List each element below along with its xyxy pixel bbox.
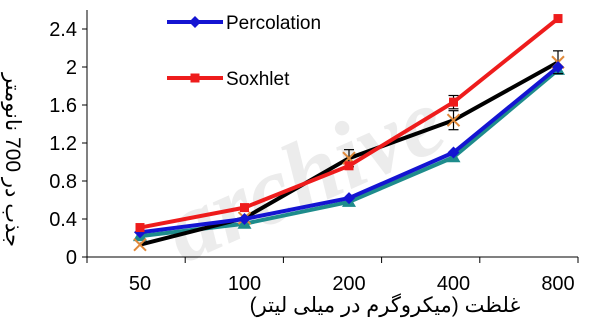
y-tick-label: 2.4 [49, 19, 77, 41]
x-tick-label: 100 [228, 273, 261, 295]
legend-item: Percolation [167, 13, 321, 34]
data-point [446, 113, 461, 127]
data-point [135, 223, 145, 233]
x-tick-label: 200 [332, 273, 365, 295]
y-tick-label: 0.4 [49, 209, 77, 231]
legend-label: Percolation [226, 13, 321, 34]
x-axis-title: غلظت (میکروگرم در میلی لیتر) [250, 293, 521, 318]
data-point [447, 146, 460, 159]
data-point [190, 73, 200, 83]
y-tick-label: 0.8 [49, 171, 77, 193]
data-point [343, 192, 355, 205]
data-point [238, 213, 251, 225]
y-tick-labels: 0 0.4 0.8 1.2 1.6 2 2.4 [49, 19, 87, 269]
y-tick-label: 1.2 [49, 133, 77, 155]
data-point [133, 237, 147, 252]
data-point [449, 97, 458, 107]
y-tick-label: 0 [66, 247, 77, 269]
y-tick-label: 1.6 [49, 95, 77, 117]
data-point [552, 61, 564, 73]
legend: Percolation Soxhlet [167, 13, 321, 90]
series-soxhlet [135, 14, 563, 233]
series-unnamed-2 [133, 50, 565, 252]
data-point [553, 14, 563, 24]
x-tick-label: 800 [541, 273, 574, 295]
x-tick-label: 400 [437, 273, 470, 295]
data-point [344, 161, 354, 171]
data-point [240, 203, 249, 213]
x-tick-label: 50 [129, 273, 151, 295]
legend-item: Soxhlet [167, 69, 290, 90]
y-axis-title: جذب در 700 نانومتر [0, 72, 24, 247]
x-tick-labels: 50 100 200 400 800 [86, 257, 579, 295]
axes [86, 10, 578, 258]
series-layer [133, 14, 565, 252]
legend-label: Soxhlet [226, 69, 290, 90]
y-tick-label: 2 [66, 57, 77, 79]
data-point [189, 16, 201, 28]
